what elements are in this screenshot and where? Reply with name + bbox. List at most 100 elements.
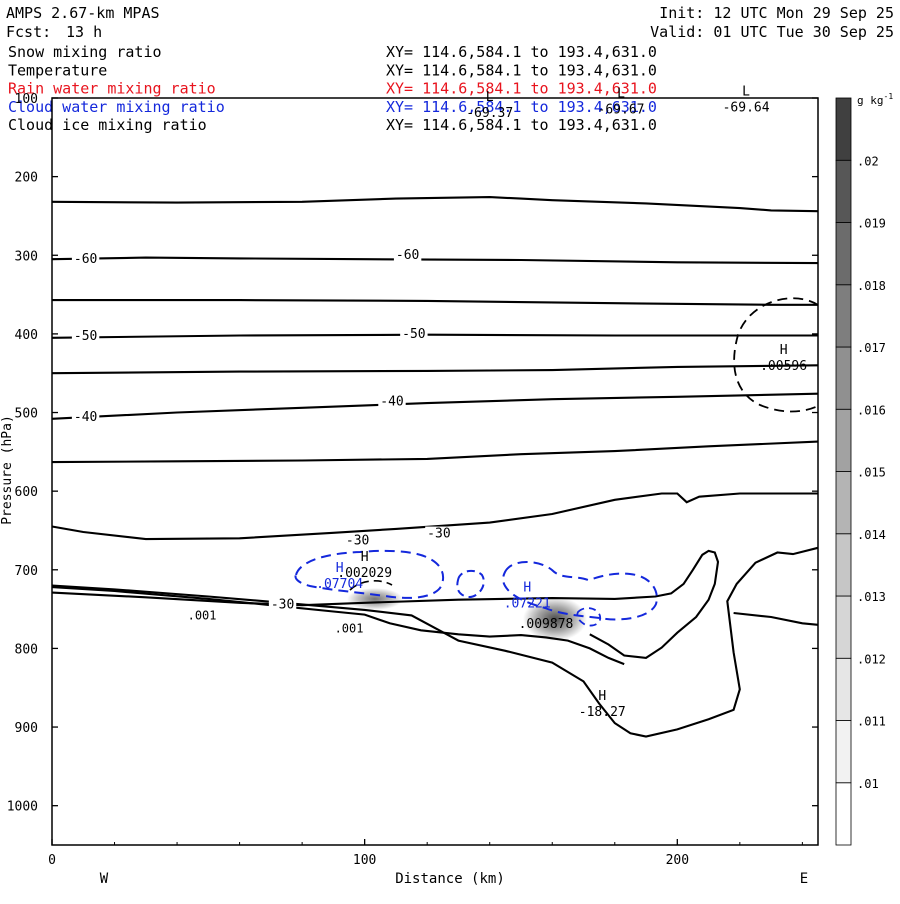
y-tick-label: 600 [15, 485, 38, 500]
colorbar-swatch [835, 657, 852, 721]
temperature-extremum-value: -69.64 [723, 100, 770, 115]
temperature-extremum-value: -18.27 [579, 705, 626, 720]
cloud-water-max-mark: H [523, 581, 531, 596]
temperature-contour [51, 440, 819, 464]
colorbar-swatch [835, 346, 852, 410]
cloud-water-max-mark: H [336, 561, 344, 576]
y-tick-label: 400 [15, 328, 38, 343]
colorbar-swatch [835, 159, 852, 223]
temperature-contours [51, 196, 819, 738]
field-legend: Snow mixing ratio XY= 114.6,584.1 to 193.… [8, 43, 657, 134]
colorbar-swatch [835, 471, 852, 535]
colorbar: .01 .011 .012 .013 .014 .015 .016 .017 .018 .019.… [835, 92, 894, 846]
temperature-contour [51, 364, 819, 375]
model-title: AMPS 2.67-km MPAS [6, 4, 160, 22]
cloud-water-contours [294, 549, 658, 627]
x-tick-label: 100 [353, 853, 376, 868]
colorbar-swatch [835, 595, 852, 659]
cloud-water-contour-1 [294, 549, 445, 599]
temperature-label: -60 [396, 248, 419, 263]
temperature-contour [51, 196, 819, 213]
field-name-4: Cloud ice mixing ratio [8, 116, 207, 134]
temperature-label: -40 [380, 394, 403, 409]
field-xy-1: XY= 114.6,584.1 to 193.4,631.0 [386, 61, 657, 79]
field-name-0: Snow mixing ratio [8, 43, 162, 61]
cloud-ice-max-west-mark: H [361, 550, 369, 565]
colorbar-label: .012 [857, 652, 886, 666]
cloud-ice-contours [349, 297, 819, 591]
colorbar-label: .017 [857, 341, 886, 355]
cloud-water-max-value: .07704 [316, 577, 363, 592]
temperature-contour [52, 299, 818, 306]
field-xy-4: XY= 114.6,584.1 to 193.4,631.0 [386, 116, 657, 134]
field-name-3: Cloud water mixing ratio [8, 98, 225, 116]
temperature-extremum-mark: L [617, 87, 625, 102]
cloud-water-max-value: .07221 [504, 597, 551, 612]
cloud-water-contour-4 [576, 607, 602, 627]
temperature-label-bg [71, 329, 100, 344]
fcst-label: Fcst: [6, 23, 51, 41]
y-tick-label: 300 [15, 249, 38, 264]
snow-shade-east [523, 597, 587, 641]
cloud-ice-max-west-value: .002029 [337, 566, 392, 581]
temperature-contour [733, 611, 819, 626]
temperature-label: -50 [74, 329, 97, 344]
colorbar-label: .016 [857, 403, 886, 417]
temperature-label-bg [71, 410, 100, 425]
temperature-label: -40 [74, 410, 97, 425]
valid-time: Valid: 01 UTC Tue 30 Sep 25 [650, 23, 894, 41]
snow-small-label: .001 [335, 622, 364, 636]
colorbar-swatch [835, 97, 852, 161]
temperature-contour [51, 549, 720, 659]
colorbar-label: .02 [857, 154, 879, 168]
field-xy-0: XY= 114.6,584.1 to 193.4,631.0 [386, 43, 657, 61]
temperature-label: -60 [74, 252, 97, 267]
colorbar-swatch [835, 222, 852, 286]
colorbar-label: .018 [857, 279, 886, 293]
temperature-label-bg [393, 248, 422, 263]
fcst-value: 13 h [66, 23, 102, 41]
cloud-ice-max-value: .00596 [760, 359, 807, 374]
temperature-label: -30 [271, 597, 294, 612]
snow-max-value: .009878 [519, 617, 574, 632]
field-name-1: Temperature [8, 61, 107, 79]
temperature-contour [51, 333, 818, 339]
x-end-west: W [100, 871, 109, 887]
temperature-label-bg [71, 252, 100, 267]
y-tick-label: 700 [15, 564, 38, 579]
plot-frame [51, 97, 819, 846]
colorbar-unit-exponent: -1 [884, 92, 894, 101]
cloud-water-contour-2 [456, 569, 485, 599]
y-tick-label: 100 [15, 92, 38, 107]
x-tick-label: 200 [666, 853, 689, 868]
cloud-water-contour-3 [502, 561, 658, 621]
colorbar-label: .019 [857, 217, 886, 231]
colorbar-swatch [835, 284, 852, 348]
colorbar-unit-base: g kg [857, 94, 884, 107]
temperature-label: -30 [427, 527, 450, 542]
x-end-east: E [800, 871, 808, 887]
snow-small-label: .001 [188, 608, 217, 622]
colorbar-swatch [835, 720, 852, 784]
colorbar-label: .013 [857, 590, 886, 604]
colorbar-label: .011 [857, 715, 886, 729]
cloud-ice-contour-east [733, 297, 819, 413]
field-xy-3: XY= 114.6,584.1 to 193.4,631.0 [386, 98, 657, 116]
temperature-contour [51, 546, 819, 738]
temperature-label-bg [268, 597, 297, 612]
y-axis-label: Pressure (hPa) [0, 415, 15, 525]
temperature-contour [51, 392, 819, 420]
x-tick-label: 0 [48, 853, 56, 868]
y-tick-label: 500 [15, 407, 38, 422]
temperature-extremum-value: -69.37 [466, 106, 513, 121]
temperature-contour [51, 256, 819, 265]
colorbar-swatch [835, 782, 852, 846]
field-xy-2: XY= 114.6,584.1 to 193.4,631.0 [386, 80, 657, 98]
temperature-extremum-mark: L [742, 84, 750, 99]
temperature-label-bg [425, 526, 453, 541]
snow-shading [347, 588, 587, 641]
temperature-contour [51, 492, 818, 541]
temperature-extremum-mark: H [598, 689, 606, 704]
